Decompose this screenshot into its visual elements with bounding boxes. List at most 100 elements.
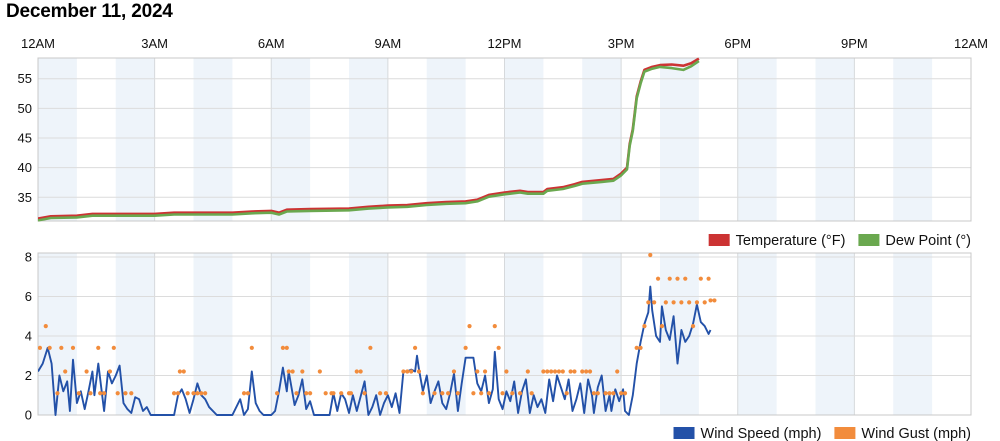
wind-gust-point: [290, 369, 295, 374]
wind-gust-point: [587, 369, 593, 374]
wind-gust-point: [611, 391, 616, 396]
hour-band: [193, 253, 233, 415]
wind-gust-point: [123, 391, 128, 396]
wind-gust-point: [416, 369, 422, 374]
hour-band: [271, 58, 311, 221]
wind-gust-point: [98, 391, 103, 396]
temp-y-tick-label: 45: [18, 131, 32, 146]
dew-point-legend-label: Dew Point (°): [885, 233, 971, 249]
wind-gust-point: [549, 369, 554, 374]
wind-gust-point: [584, 369, 589, 374]
wind-gust-point: [667, 276, 672, 281]
wind-gust-point: [622, 391, 628, 396]
wind-gust-point: [663, 300, 668, 305]
wind-gust-point: [405, 369, 410, 374]
wind-gust-point: [455, 391, 460, 396]
x-tick-label: 12AM: [954, 36, 988, 51]
wind-gust-point: [655, 276, 661, 281]
hour-band: [893, 253, 933, 415]
wind-gust-point: [362, 391, 367, 396]
wind-gust-point: [446, 391, 451, 396]
wind-gust-point: [111, 345, 116, 350]
wind-y-tick-label: 0: [25, 408, 32, 423]
wind-gust-point: [607, 391, 612, 396]
wind-gust-point: [191, 391, 196, 396]
wind-speed-legend-label: Wind Speed (mph): [701, 426, 822, 441]
wind-gust-point: [659, 323, 665, 329]
wind-gust-point: [286, 369, 291, 374]
wind-gust-point: [500, 391, 505, 396]
wind-gust-point: [245, 391, 251, 396]
x-tick-label: 6PM: [724, 36, 751, 51]
wind-gust-point: [510, 391, 515, 396]
wind-gust-point: [482, 369, 488, 374]
wind-gust-point: [412, 345, 418, 350]
wind-gust-point: [568, 369, 573, 374]
wind-gust-point: [486, 391, 492, 396]
wind-gust-point: [323, 391, 328, 396]
wind-gust-point: [580, 369, 585, 374]
wind-gust-legend-swatch: [834, 427, 856, 439]
wind-gust-point: [646, 300, 651, 305]
wind-gust-point: [47, 345, 52, 350]
wind-gust-point: [690, 323, 696, 329]
wind-gust-point: [572, 369, 577, 374]
wind-y-tick-label: 4: [25, 328, 32, 343]
hour-band: [426, 253, 466, 415]
x-tick-label: 3PM: [608, 36, 635, 51]
hour-band: [582, 253, 622, 415]
wind-gust-point: [698, 276, 703, 281]
hour-band: [115, 58, 155, 221]
dew-point-legend-swatch: [858, 234, 880, 246]
wind-gust-point: [475, 369, 480, 374]
wind-gust-point: [70, 345, 76, 350]
wind-gust-point: [712, 298, 717, 303]
wind-y-tick-label: 6: [25, 289, 32, 304]
wind-gust-point: [525, 369, 530, 374]
wind-gust-point: [175, 391, 181, 396]
wind-gust-point: [564, 391, 569, 396]
wind-gust-point: [38, 345, 43, 350]
wind-y-tick-label: 2: [25, 368, 32, 383]
wind-gust-point: [401, 369, 406, 374]
wind-gust-point: [615, 369, 620, 374]
wind-gust-point: [556, 369, 562, 374]
x-tick-label: 9PM: [841, 36, 868, 51]
wind-gust-point: [603, 391, 608, 396]
wind-gust-point: [638, 345, 643, 350]
wind-gust-point: [43, 323, 48, 329]
wind-gust-point: [432, 391, 437, 396]
wind-gust-point: [84, 369, 89, 374]
wind-gust-point: [96, 345, 101, 350]
temp-y-tick-label: 35: [18, 190, 32, 205]
wind-gust-point: [683, 276, 688, 281]
wind-gust-point: [304, 391, 309, 396]
wind-gust-point: [249, 345, 254, 350]
wind-gust-point: [675, 276, 680, 281]
wind-gust-point: [619, 391, 624, 396]
hour-band: [815, 58, 855, 221]
wind-gust-point: [708, 298, 713, 303]
wind-gust-point: [358, 369, 363, 374]
wind-gust-point: [195, 391, 200, 396]
wind-gust-point: [101, 391, 107, 396]
wind-y-tick-label: 8: [25, 249, 32, 264]
hour-band: [349, 253, 388, 415]
wind-gust-point: [300, 369, 305, 374]
wind-gust-legend-label: Wind Gust (mph): [861, 426, 971, 441]
wind-gust-point: [496, 345, 501, 350]
wind-gust-point: [451, 369, 457, 374]
temp-y-tick-label: 55: [18, 71, 32, 86]
wind-gust-point: [671, 300, 676, 305]
wind-gust-point: [706, 276, 711, 281]
wind-gust-point: [378, 391, 383, 396]
wind-gust-point: [348, 391, 354, 396]
hour-band: [582, 58, 622, 221]
hour-band: [504, 253, 544, 415]
wind-gust-point: [181, 369, 186, 374]
wind-gust-point: [129, 391, 134, 396]
hour-band: [349, 58, 388, 221]
x-tick-label: 12PM: [488, 36, 522, 51]
wind-gust-point: [339, 391, 344, 396]
